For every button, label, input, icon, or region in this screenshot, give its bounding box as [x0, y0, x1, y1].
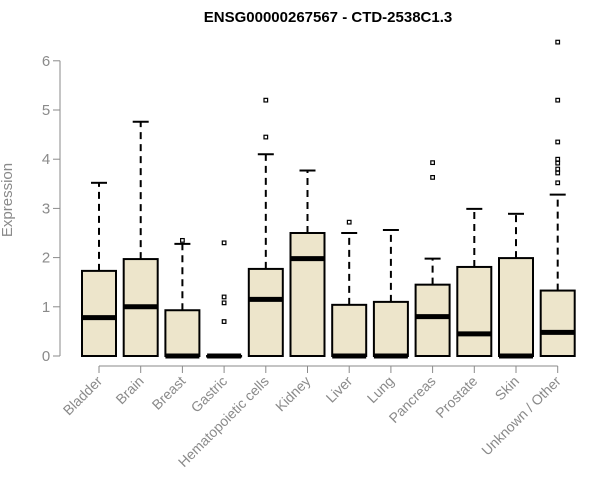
box-group	[81, 181, 117, 357]
x-tick-label: Breast	[149, 373, 189, 413]
outlier-point	[430, 175, 435, 180]
y-tick-label: 1	[42, 299, 50, 316]
box	[331, 303, 368, 357]
y-tick-label: 0	[42, 348, 50, 365]
y-tick-label: 6	[42, 53, 50, 70]
box	[164, 309, 201, 357]
box	[372, 300, 409, 358]
outlier-point	[555, 170, 561, 176]
box-group	[498, 212, 534, 359]
outlier-point	[221, 294, 227, 300]
box-group	[372, 229, 409, 359]
x-tick-label: Skin	[492, 373, 523, 404]
box-group	[539, 39, 576, 357]
box-group	[247, 97, 284, 357]
outlier-point	[555, 39, 561, 45]
outlier-point	[555, 139, 561, 145]
x-tick-label: Liver	[323, 373, 356, 406]
outlier-point	[263, 97, 269, 103]
x-tick-label: Brain	[112, 373, 146, 407]
box-group	[206, 240, 243, 359]
box	[498, 257, 534, 358]
x-tick-label: Prostate	[432, 373, 480, 421]
outlier-point	[555, 97, 561, 103]
outlier-point	[221, 240, 227, 246]
y-axis-label: Expression	[0, 163, 16, 237]
y-tick-label: 5	[42, 102, 50, 119]
outlier-point	[221, 319, 227, 324]
outlier-point	[555, 160, 561, 166]
box	[414, 283, 451, 357]
box	[289, 232, 326, 357]
outlier-point	[555, 166, 561, 172]
y-tick-label: 3	[42, 200, 50, 217]
outlier-point	[555, 180, 561, 186]
outlier-point	[263, 134, 269, 140]
y-axis: 0 1 2 3 4 5 6	[42, 53, 61, 365]
outlier-point	[430, 160, 435, 166]
x-tick-label: Kidney	[272, 373, 314, 415]
y-tick-label: 2	[42, 250, 50, 267]
outlier-point	[346, 219, 352, 225]
x-tick-label: Lung	[364, 373, 397, 406]
y-tick-label: 4	[42, 151, 50, 168]
x-tick-label: Bladder	[60, 373, 106, 419]
box-group	[289, 169, 326, 357]
outlier-point	[221, 300, 227, 306]
plot-area	[81, 39, 576, 359]
chart-title: ENSG00000267567 - CTD-2538C1.3	[204, 9, 452, 26]
box-group	[122, 120, 159, 357]
outlier-point	[180, 237, 185, 243]
box-group	[456, 207, 493, 357]
box	[539, 289, 576, 357]
box	[247, 267, 284, 357]
box	[81, 269, 117, 357]
box-group	[164, 237, 201, 359]
box-group	[414, 160, 451, 357]
outlier-point	[555, 156, 561, 162]
box	[456, 265, 493, 357]
x-tick-label: Unknown / Other	[478, 373, 564, 459]
box-group	[331, 219, 368, 359]
